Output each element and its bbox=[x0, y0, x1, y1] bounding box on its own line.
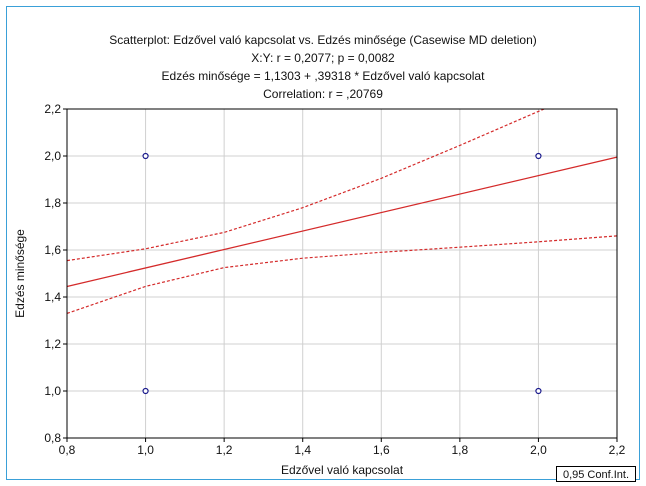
confidence-lower-line bbox=[67, 235, 617, 314]
regression-line bbox=[66, 156, 618, 288]
chart-frame bbox=[6, 6, 640, 480]
y-tick-label: 1,4 bbox=[44, 290, 61, 304]
chart-subtitle-stats: X:Y: r = 0,2077; p = 0,0082 bbox=[251, 51, 395, 65]
y-tick-label: 0,8 bbox=[44, 431, 61, 445]
x-tick-label: 1,0 bbox=[137, 443, 154, 457]
scatter-point bbox=[142, 387, 149, 395]
x-axis-label: Edzővel való kapcsolat bbox=[281, 463, 404, 477]
x-tick-label: 2,2 bbox=[609, 443, 626, 457]
plot-area-border bbox=[66, 108, 618, 439]
y-tick-label: 2,0 bbox=[44, 149, 61, 163]
y-tick-label: 2,2 bbox=[44, 102, 61, 116]
y-tick-label: 1,8 bbox=[44, 196, 61, 210]
grid-layer bbox=[67, 109, 617, 438]
x-tick-label: 1,8 bbox=[452, 443, 469, 457]
legend-conf-int: 0,95 Conf.Int. bbox=[556, 466, 636, 482]
x-tick-label: 1,2 bbox=[216, 443, 233, 457]
y-tick-label: 1,0 bbox=[44, 384, 61, 398]
chart-subtitle-equation: Edzés minősége = 1,1303 + ,39318 * Edzőv… bbox=[161, 69, 485, 83]
regression-layer bbox=[66, 156, 618, 288]
confidence-band-layer bbox=[67, 109, 617, 314]
tick-layer: 0,8 1,0 1,2 1,4 1,6 1,8 2,0 2,2 0,8 1,0 1,2 1,4 1,6 1… bbox=[44, 102, 625, 457]
x-tick-label: 1,4 bbox=[294, 443, 311, 457]
y-axis-label: Edzés minősége bbox=[13, 229, 27, 318]
y-tick-label: 1,6 bbox=[44, 243, 61, 257]
x-tick-label: 1,6 bbox=[373, 443, 390, 457]
chart-subtitle-correlation: Correlation: r = ,20769 bbox=[263, 87, 383, 101]
y-tick-label: 1,2 bbox=[44, 337, 61, 351]
scatter-point bbox=[535, 152, 542, 160]
x-tick-label: 2,0 bbox=[530, 443, 547, 457]
scatter-point bbox=[142, 152, 149, 160]
scatter-point bbox=[535, 387, 542, 395]
x-tick-label: 0,8 bbox=[59, 443, 76, 457]
chart-title: Scatterplot: Edzővel való kapcsolat vs. … bbox=[109, 33, 537, 47]
confidence-upper-line bbox=[67, 109, 546, 262]
point-layer bbox=[142, 152, 542, 395]
